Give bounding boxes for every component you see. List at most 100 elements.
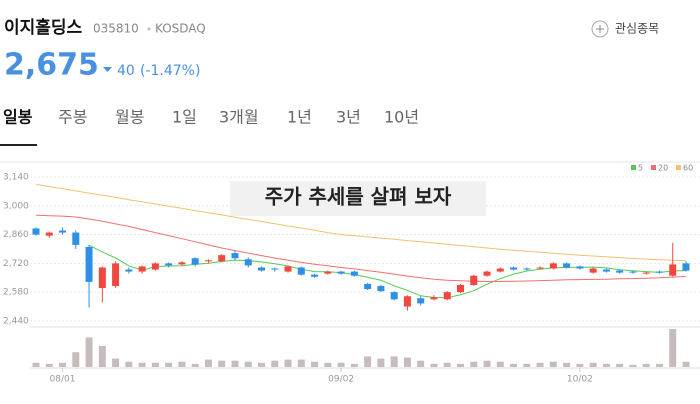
volume-bar bbox=[364, 356, 372, 367]
volume-bar bbox=[456, 363, 464, 367]
candle-body bbox=[284, 266, 292, 272]
watch-button[interactable]: 관심종목 bbox=[591, 20, 659, 38]
candle-body bbox=[549, 263, 557, 269]
x-tick-label: 10/02 bbox=[567, 375, 593, 385]
volume-bar bbox=[59, 362, 67, 367]
candle-body bbox=[244, 259, 252, 266]
plot: 3,140 3,000 2,860 2,720 2,580 2,440 08/01 09/02… bbox=[3, 164, 700, 385]
plus-icon bbox=[591, 20, 609, 38]
plus-sign bbox=[596, 25, 604, 33]
candle-body bbox=[297, 267, 305, 275]
volume-bar bbox=[98, 345, 106, 367]
volume-bar bbox=[669, 329, 677, 367]
volume-bar bbox=[125, 361, 133, 367]
candle-body bbox=[616, 270, 624, 273]
candle-body bbox=[417, 298, 425, 304]
y-tick-label: 2,440 bbox=[3, 316, 29, 326]
volume-bar bbox=[642, 363, 650, 367]
candle-body bbox=[470, 275, 478, 285]
volume-bar bbox=[72, 352, 80, 367]
annotation: 주가 추세를 살펴 보자 bbox=[265, 185, 452, 209]
volume-bar bbox=[271, 360, 279, 367]
watch-label[interactable]: 관심종목 bbox=[615, 22, 659, 36]
legend-swatch bbox=[631, 165, 636, 170]
candle-body bbox=[112, 263, 120, 286]
candle-body bbox=[523, 268, 531, 270]
candle-body bbox=[430, 297, 438, 300]
candle-body bbox=[59, 230, 67, 233]
candle-body bbox=[563, 263, 571, 268]
volume-bar bbox=[297, 359, 305, 367]
volume-bar bbox=[470, 361, 478, 367]
volume-bar bbox=[563, 362, 571, 367]
volume-bar bbox=[523, 363, 531, 367]
candle-body bbox=[178, 262, 186, 265]
candle-body bbox=[390, 292, 398, 300]
candle-body bbox=[655, 271, 663, 273]
tab[interactable]: 월봉 bbox=[115, 108, 144, 127]
volume-bar bbox=[204, 359, 212, 367]
volume-bar bbox=[85, 337, 93, 367]
volume-bar bbox=[244, 361, 252, 367]
change: 40 bbox=[117, 63, 135, 79]
candle-body bbox=[350, 271, 358, 276]
volume-bar bbox=[655, 363, 663, 367]
volume-bar bbox=[337, 362, 345, 367]
volume-bar bbox=[430, 363, 438, 367]
candle-body bbox=[231, 253, 239, 259]
tab[interactable]: 주봉 bbox=[58, 108, 87, 127]
volume-bar bbox=[417, 360, 425, 367]
candle-body bbox=[483, 271, 491, 276]
legend-swatch bbox=[651, 165, 656, 170]
annotation-box bbox=[230, 181, 486, 216]
tab[interactable]: 일봉 bbox=[3, 108, 33, 127]
volume-bar bbox=[284, 359, 292, 367]
candle-body bbox=[324, 271, 332, 274]
tab[interactable]: 3년 bbox=[336, 108, 361, 127]
volume-bar bbox=[178, 361, 186, 367]
candle-body bbox=[536, 267, 544, 269]
y-tick-label: 2,860 bbox=[3, 230, 29, 240]
candle-body bbox=[589, 268, 597, 273]
candle-body bbox=[629, 271, 637, 273]
change-pct: (-1.47%) bbox=[140, 63, 200, 79]
price: 2,675 bbox=[4, 48, 99, 83]
stock-name: 이지홀딩스 bbox=[4, 17, 83, 38]
volume-bar bbox=[576, 363, 584, 367]
volume-bar bbox=[496, 361, 504, 367]
candle-body bbox=[510, 267, 518, 270]
volume-bar bbox=[629, 364, 637, 367]
volume-bar bbox=[218, 360, 226, 367]
y-tick-label: 3,140 bbox=[3, 173, 29, 183]
volume-bar bbox=[138, 362, 146, 367]
volume-bar bbox=[616, 363, 624, 367]
candle-body bbox=[311, 274, 319, 277]
y-tick-label: 2,720 bbox=[3, 259, 29, 269]
volume-bar bbox=[231, 360, 239, 367]
volume-bar bbox=[403, 357, 411, 367]
separator-dot bbox=[147, 27, 151, 31]
volume-bar bbox=[324, 362, 332, 367]
legend-swatch bbox=[676, 165, 681, 170]
volume-bar bbox=[483, 360, 491, 367]
candle-body bbox=[98, 267, 106, 289]
tab[interactable]: 10년 bbox=[384, 108, 419, 127]
y-tick-label: 3,000 bbox=[3, 201, 29, 211]
tab[interactable]: 1일 bbox=[172, 108, 197, 127]
candle-body bbox=[204, 260, 212, 262]
volume-bar bbox=[258, 362, 266, 367]
candle-body bbox=[576, 266, 584, 269]
volume-bar bbox=[682, 361, 690, 367]
ma-line bbox=[35, 183, 687, 262]
tab[interactable]: 3개월 bbox=[219, 108, 259, 127]
legend-label: 5 bbox=[638, 164, 643, 173]
volume-bar bbox=[151, 362, 159, 367]
tab[interactable]: 1년 bbox=[287, 108, 312, 127]
volume-bar bbox=[443, 362, 451, 367]
volume-bar bbox=[390, 356, 398, 367]
ma-line bbox=[35, 214, 687, 282]
stock-code: 035810 bbox=[93, 22, 139, 36]
volume-bar bbox=[350, 363, 358, 367]
tab-bar: 일봉 주봉 월봉 1일 3개월 1년 3년 10년 bbox=[3, 108, 419, 127]
